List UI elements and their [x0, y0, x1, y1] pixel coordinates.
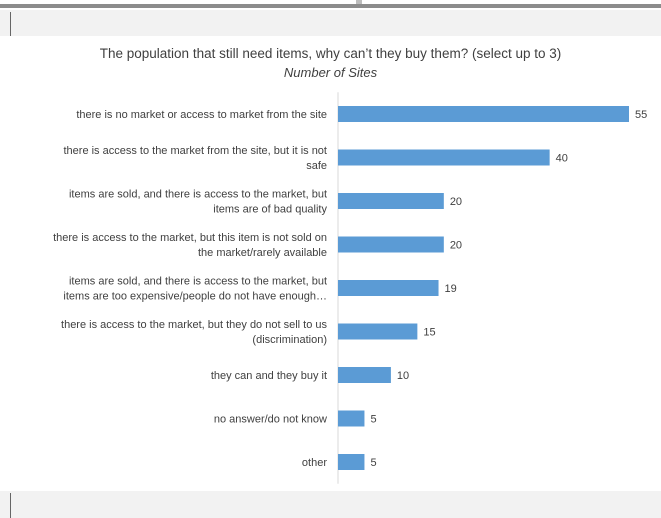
category-label: (discrimination) [252, 334, 327, 346]
bar [338, 280, 439, 296]
data-label: 5 [370, 414, 376, 426]
data-label: 20 [450, 240, 462, 252]
data-label: 15 [423, 327, 435, 339]
top-border-stub [356, 0, 362, 4]
bar [338, 193, 444, 209]
top-gray-band [0, 10, 661, 36]
left-edge-line-top [10, 12, 11, 36]
category-label: there is access to the market, but they … [61, 319, 327, 331]
bar [338, 149, 550, 166]
category-label: no answer/do not know [214, 414, 327, 426]
data-label: 55 [635, 109, 647, 121]
category-label: other [302, 457, 327, 469]
bar [338, 236, 444, 253]
category-label: the market/rarely available [198, 247, 327, 259]
top-bar [0, 0, 661, 10]
bar [338, 454, 365, 470]
data-label: 10 [397, 370, 409, 382]
chart-subtitle: Number of Sites [283, 65, 378, 80]
bar [338, 410, 365, 427]
category-label: items are sold, and there is access to t… [69, 189, 327, 201]
bar [338, 106, 629, 122]
data-label: 20 [450, 196, 462, 208]
left-edge-line-bottom [10, 493, 11, 518]
bar [338, 323, 418, 340]
category-label: there is access to the market, but this … [53, 232, 327, 244]
bottom-gray-band [0, 491, 661, 518]
chart-title: The population that still need items, wh… [99, 46, 562, 61]
category-label: they can and they buy it [211, 370, 327, 382]
category-label: safe [306, 160, 327, 172]
top-border-line [0, 4, 661, 8]
bar [338, 367, 391, 383]
category-label: items are sold, and there is access to t… [69, 276, 327, 288]
category-label: there is no market or access to market f… [76, 109, 327, 121]
category-label: there is access to the market from the s… [63, 145, 327, 157]
data-label: 19 [445, 283, 457, 295]
chart-area: The population that still need items, wh… [0, 36, 661, 491]
category-label: items are of bad quality [213, 204, 327, 216]
category-label: items are too expensive/people do not ha… [63, 291, 327, 303]
data-label: 40 [556, 153, 568, 165]
data-label: 5 [370, 457, 376, 469]
